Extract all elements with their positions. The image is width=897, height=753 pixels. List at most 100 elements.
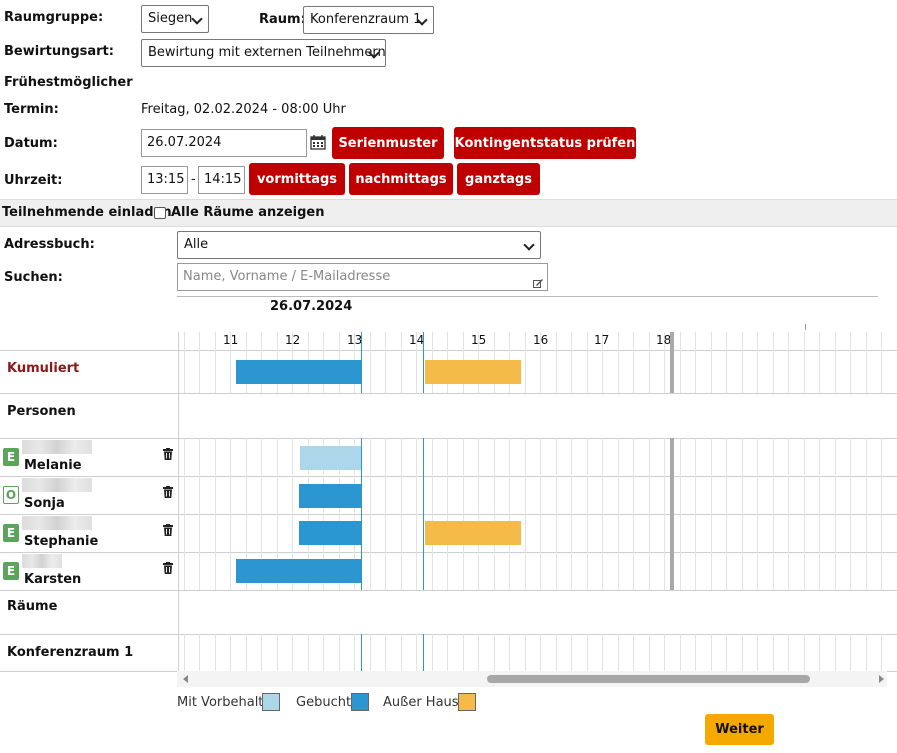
grid-line	[416, 514, 417, 552]
adressbuch-value: Alle	[184, 237, 209, 252]
scrollbar-thumb[interactable]	[487, 675, 810, 683]
uhrzeit-label: Uhrzeit:	[4, 173, 63, 188]
grid-line	[680, 350, 681, 393]
grid-line	[649, 438, 650, 476]
range-start-line	[361, 634, 362, 671]
grid-line	[788, 552, 789, 590]
grid-line	[478, 438, 479, 476]
legend-mit-vorbehalt-swatch	[262, 693, 280, 711]
trash-icon[interactable]	[163, 562, 173, 574]
datum-input[interactable]: 26.07.2024	[141, 129, 307, 157]
person-status-badge: O	[3, 486, 19, 504]
grid-line	[633, 514, 634, 552]
grid-line	[478, 634, 479, 671]
grid-line	[277, 438, 278, 476]
grid-line	[370, 634, 371, 671]
ganztags-button[interactable]: ganztags	[457, 163, 540, 195]
grid-line	[246, 332, 247, 350]
grid-line	[695, 332, 696, 350]
grid-line	[385, 552, 386, 590]
grid-line	[509, 332, 510, 350]
redacted-surname	[22, 554, 62, 568]
grid-line	[804, 332, 805, 350]
grid-line	[680, 438, 681, 476]
grid-line	[184, 514, 185, 552]
horizontal-scrollbar[interactable]	[177, 671, 887, 687]
grid-line	[447, 634, 448, 671]
grid-line	[742, 634, 743, 671]
time-to-input[interactable]: 14:15	[198, 166, 245, 194]
bewirtung-select[interactable]: Bewirtung mit externen Teilnehmern	[141, 39, 386, 67]
hour-label-18: 18	[656, 333, 672, 347]
grid-line	[184, 438, 185, 476]
grid-line	[788, 350, 789, 393]
grid-line	[525, 476, 526, 514]
grid-line	[509, 438, 510, 476]
range-end-line	[423, 634, 424, 671]
row-separator	[0, 634, 897, 635]
grid-line	[695, 476, 696, 514]
hour-label-17: 17	[594, 333, 610, 347]
serienmuster-button[interactable]: Serienmuster	[332, 127, 444, 159]
range-end-line	[423, 332, 424, 350]
grid-line	[881, 438, 882, 476]
grid-line	[835, 332, 836, 350]
grid-line	[633, 332, 634, 350]
adressbuch-select[interactable]: Alle	[177, 231, 541, 259]
scroll-right-icon[interactable]	[879, 675, 884, 683]
raumgruppe-select[interactable]: Siegen	[141, 5, 209, 33]
grid-line	[323, 634, 324, 671]
grid-line	[525, 552, 526, 590]
timeline-top-line	[177, 296, 878, 297]
kumuliert-gebucht-bar	[236, 360, 361, 384]
grid-line	[819, 332, 820, 350]
row-kumuliert: Kumuliert	[7, 361, 80, 376]
trash-icon[interactable]	[163, 486, 173, 498]
grid-line	[881, 332, 882, 350]
grid-line	[618, 634, 619, 671]
grid-line	[866, 476, 867, 514]
grid-line	[695, 350, 696, 393]
grid-line	[277, 476, 278, 514]
grid-line	[230, 476, 231, 514]
grid-line	[804, 514, 805, 552]
grid-line	[370, 350, 371, 393]
grid-line	[370, 514, 371, 552]
grid-line	[571, 350, 572, 393]
grid-line	[370, 552, 371, 590]
weiter-button[interactable]: Weiter	[705, 714, 774, 745]
grid-line	[711, 476, 712, 514]
nachmittags-button[interactable]: nachmittags	[349, 163, 453, 195]
redacted-surname	[22, 440, 92, 454]
grid-line	[881, 552, 882, 590]
grid-line	[230, 552, 231, 590]
time-from-input[interactable]: 13:15	[141, 166, 188, 194]
range-end-line	[423, 438, 424, 476]
trash-icon[interactable]	[163, 448, 173, 460]
grid-line	[773, 350, 774, 393]
grid-line	[478, 332, 479, 350]
kontingent-button[interactable]: Kontingentstatus prüfen	[454, 127, 636, 159]
grid-line	[711, 438, 712, 476]
alle-raeume-checkbox[interactable]	[154, 207, 166, 219]
calendar-icon[interactable]	[310, 134, 326, 150]
grid-line	[680, 476, 681, 514]
grid-line	[416, 438, 417, 476]
grid-line	[850, 350, 851, 393]
grid-line	[447, 552, 448, 590]
grid-line	[618, 552, 619, 590]
raum-select[interactable]: Konferenzraum 1	[303, 6, 434, 34]
person-name: Melanie	[24, 458, 82, 473]
search-input[interactable]: Name, Vorname / E-Mailadresse	[177, 263, 548, 291]
grid-line	[401, 476, 402, 514]
grid-line	[587, 514, 588, 552]
grid-line	[850, 476, 851, 514]
trash-icon[interactable]	[163, 524, 173, 536]
range-start-line	[361, 438, 362, 476]
grid-line	[215, 438, 216, 476]
vormittags-button[interactable]: vormittags	[249, 163, 345, 195]
grid-line	[571, 552, 572, 590]
scroll-left-icon[interactable]	[183, 675, 188, 683]
grid-line	[401, 552, 402, 590]
grid-line	[416, 552, 417, 590]
